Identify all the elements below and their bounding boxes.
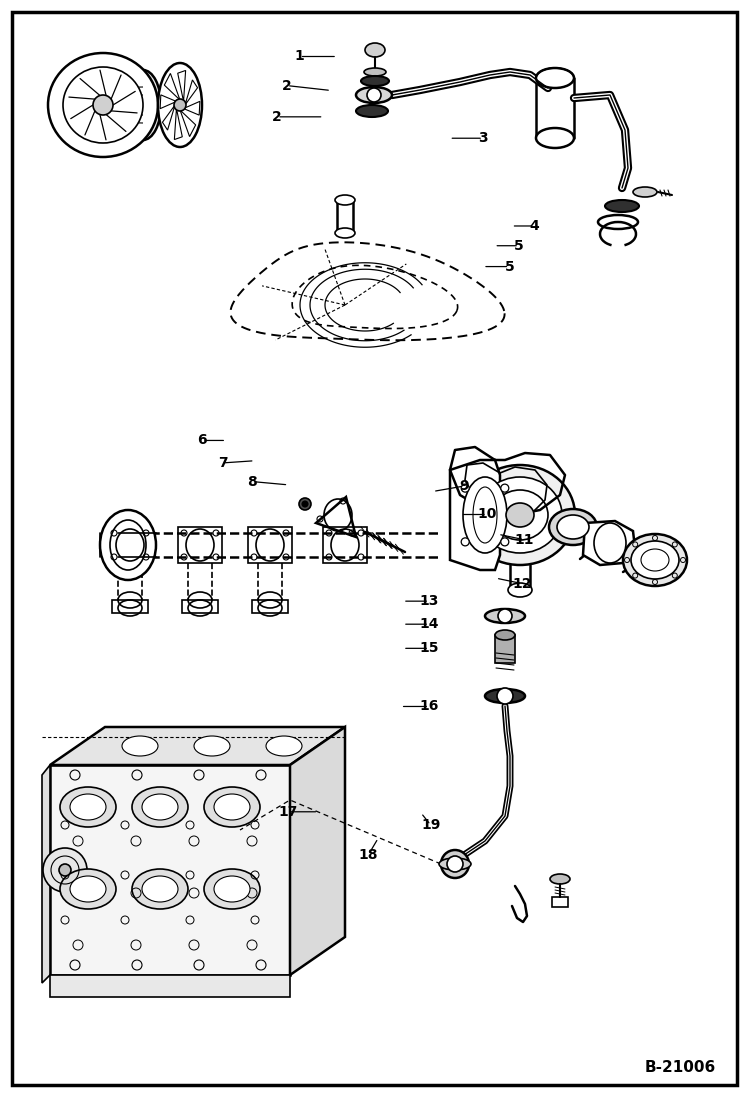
Polygon shape xyxy=(184,101,200,115)
Bar xyxy=(495,635,515,663)
Ellipse shape xyxy=(508,583,532,597)
Ellipse shape xyxy=(506,504,534,527)
Ellipse shape xyxy=(485,609,525,623)
Text: 2: 2 xyxy=(282,79,292,92)
Text: 7: 7 xyxy=(218,456,227,470)
Circle shape xyxy=(299,498,311,510)
Ellipse shape xyxy=(623,534,687,586)
Ellipse shape xyxy=(132,787,188,827)
Ellipse shape xyxy=(70,877,106,902)
Ellipse shape xyxy=(485,689,525,703)
Ellipse shape xyxy=(142,877,178,902)
Text: 3: 3 xyxy=(479,132,488,145)
Polygon shape xyxy=(163,105,175,131)
Ellipse shape xyxy=(356,87,392,103)
Ellipse shape xyxy=(142,794,178,819)
Ellipse shape xyxy=(549,509,597,545)
Ellipse shape xyxy=(132,869,188,909)
Ellipse shape xyxy=(48,53,158,157)
Polygon shape xyxy=(180,110,195,137)
Text: 5: 5 xyxy=(504,260,515,273)
Ellipse shape xyxy=(633,186,657,197)
Ellipse shape xyxy=(204,869,260,909)
Ellipse shape xyxy=(550,874,570,884)
Polygon shape xyxy=(583,521,635,565)
Ellipse shape xyxy=(194,736,230,756)
Ellipse shape xyxy=(465,465,575,565)
Text: 1: 1 xyxy=(294,49,305,64)
Polygon shape xyxy=(178,70,186,101)
Text: 12: 12 xyxy=(512,577,532,590)
Ellipse shape xyxy=(536,68,574,88)
Polygon shape xyxy=(50,727,345,765)
Ellipse shape xyxy=(125,70,161,140)
Circle shape xyxy=(43,848,87,892)
Circle shape xyxy=(501,484,509,493)
Polygon shape xyxy=(50,975,290,997)
Text: 15: 15 xyxy=(419,642,439,655)
Text: 6: 6 xyxy=(198,433,207,448)
Polygon shape xyxy=(450,460,500,570)
Ellipse shape xyxy=(214,877,250,902)
Ellipse shape xyxy=(356,105,388,117)
Ellipse shape xyxy=(631,541,679,579)
Polygon shape xyxy=(160,94,177,109)
Polygon shape xyxy=(42,765,50,983)
Ellipse shape xyxy=(463,477,507,553)
Text: 19: 19 xyxy=(421,818,440,832)
Text: 8: 8 xyxy=(247,475,258,488)
Circle shape xyxy=(497,688,513,704)
Ellipse shape xyxy=(335,195,355,205)
Ellipse shape xyxy=(266,736,302,756)
Ellipse shape xyxy=(204,787,260,827)
Text: 16: 16 xyxy=(419,700,439,713)
Circle shape xyxy=(461,538,469,546)
Text: 13: 13 xyxy=(419,595,439,608)
Ellipse shape xyxy=(495,630,515,640)
Text: 2: 2 xyxy=(272,110,282,124)
Ellipse shape xyxy=(536,128,574,148)
Circle shape xyxy=(441,850,469,878)
Polygon shape xyxy=(164,73,180,100)
Ellipse shape xyxy=(70,794,106,819)
Polygon shape xyxy=(185,80,198,105)
Ellipse shape xyxy=(60,787,116,827)
Ellipse shape xyxy=(122,736,158,756)
Ellipse shape xyxy=(100,510,156,580)
Circle shape xyxy=(93,95,113,115)
Circle shape xyxy=(174,99,186,111)
Ellipse shape xyxy=(594,523,626,563)
Polygon shape xyxy=(50,765,290,975)
Ellipse shape xyxy=(364,68,386,76)
Text: 9: 9 xyxy=(460,479,469,493)
Text: 17: 17 xyxy=(279,805,298,818)
Ellipse shape xyxy=(60,869,116,909)
Text: 10: 10 xyxy=(477,508,497,521)
Ellipse shape xyxy=(158,63,202,147)
Ellipse shape xyxy=(478,477,562,553)
Circle shape xyxy=(367,88,381,102)
Ellipse shape xyxy=(335,228,355,238)
Ellipse shape xyxy=(605,200,639,212)
Text: 4: 4 xyxy=(529,219,539,233)
Text: 14: 14 xyxy=(419,618,439,631)
Ellipse shape xyxy=(557,514,589,539)
Circle shape xyxy=(501,538,509,546)
Ellipse shape xyxy=(63,67,143,143)
Ellipse shape xyxy=(365,43,385,57)
Ellipse shape xyxy=(439,858,471,870)
Circle shape xyxy=(461,484,469,493)
Text: B-21006: B-21006 xyxy=(644,1061,715,1075)
Polygon shape xyxy=(175,109,182,139)
Circle shape xyxy=(498,609,512,623)
Circle shape xyxy=(302,501,308,507)
Circle shape xyxy=(447,856,463,872)
Text: 18: 18 xyxy=(359,848,378,861)
Polygon shape xyxy=(290,727,345,975)
Text: 11: 11 xyxy=(515,533,534,546)
Ellipse shape xyxy=(214,794,250,819)
Circle shape xyxy=(59,864,71,877)
Text: 5: 5 xyxy=(514,239,524,252)
Ellipse shape xyxy=(361,76,389,86)
